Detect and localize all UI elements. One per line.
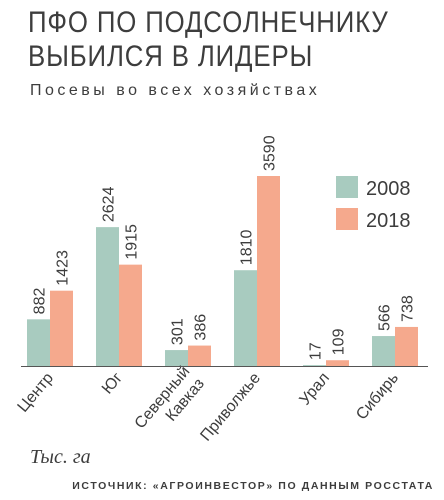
bar-2008	[165, 350, 188, 366]
data-label: 566	[377, 304, 394, 331]
bar-2008	[372, 336, 395, 366]
data-label: 109	[331, 328, 348, 355]
data-label: 882	[32, 288, 49, 315]
legend-swatch-2018	[336, 208, 358, 230]
bar-2008	[303, 365, 326, 366]
category-label: Юг	[99, 370, 126, 398]
bar-2018	[188, 345, 211, 366]
category-label: Центр	[15, 370, 58, 416]
bar-2018	[257, 176, 280, 366]
legend-label: 2008	[366, 178, 411, 200]
category-label: СеверныйКавказ	[132, 363, 208, 444]
data-label: 1915	[124, 224, 141, 260]
chart-subtitle: Посевы во всех хозяйствах	[30, 82, 321, 99]
units-label: Тыс. га	[30, 446, 91, 468]
data-label: 1810	[239, 230, 256, 266]
data-label: 386	[193, 314, 210, 341]
legend-label: 2018	[366, 210, 411, 232]
bar-2018	[50, 290, 73, 366]
bar-2008	[27, 319, 50, 366]
source-note: ИСТОЧНИК: «АГРОИНВЕСТОР» ПО ДАННЫМ РОССТ…	[72, 480, 434, 492]
legend-swatch-2008	[336, 176, 358, 198]
category-label: Приволжье	[197, 370, 264, 445]
bar-2018	[326, 360, 349, 366]
title-line-2: ВЫБИЛСЯ В ЛИДЕРЫ	[28, 40, 314, 73]
data-label: 738	[400, 295, 417, 322]
title-line-1: ПФО ПО ПОДСОЛНЕЧНИКУ	[28, 6, 389, 39]
data-label: 17	[308, 342, 325, 360]
data-label: 301	[170, 318, 187, 345]
bar-2018	[119, 264, 142, 366]
data-label: 1423	[55, 250, 72, 286]
bar-2008	[96, 227, 119, 366]
category-label: Урал	[297, 370, 334, 409]
bar-2018	[395, 326, 418, 366]
chart-title: ПФО ПО ПОДСОЛНЕЧНИКУ ВЫБИЛСЯ В ЛИДЕРЫ	[28, 6, 389, 74]
bar-2008	[234, 270, 257, 366]
category-label: Сибирь	[353, 370, 402, 424]
data-label: 3590	[262, 135, 279, 171]
data-label: 2624	[101, 186, 118, 222]
